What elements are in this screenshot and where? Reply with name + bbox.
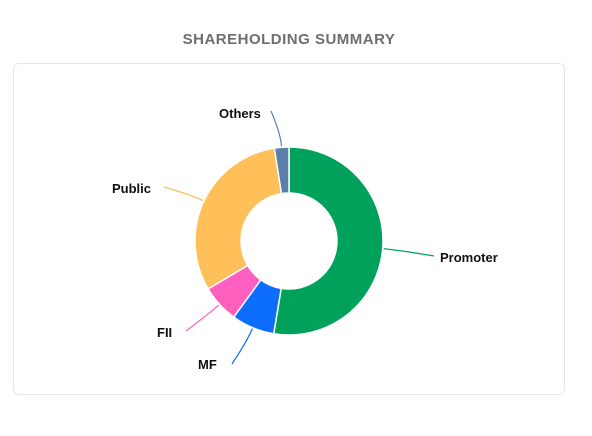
leader-line-fii [185,304,220,332]
leader-line-promoter [383,248,435,257]
label-promoter: Promoter [440,250,498,265]
slice-others[interactable] [273,146,290,195]
label-mf: MF [198,357,217,372]
chart-card [13,63,565,395]
slice-labels: Promoter MF FII Public Others [112,106,498,372]
slice-public[interactable] [194,147,283,290]
donut-slices [194,146,384,336]
leader-line-mf [231,328,253,365]
slice-promoter[interactable] [272,146,384,336]
label-public: Public [112,181,151,196]
label-fii: FII [157,325,172,340]
chart-title: SHAREHOLDING SUMMARY [182,31,396,48]
leader-line-others [270,110,283,147]
leader-lines [163,110,435,365]
leader-line-public [163,186,204,202]
label-others: Others [219,106,261,121]
